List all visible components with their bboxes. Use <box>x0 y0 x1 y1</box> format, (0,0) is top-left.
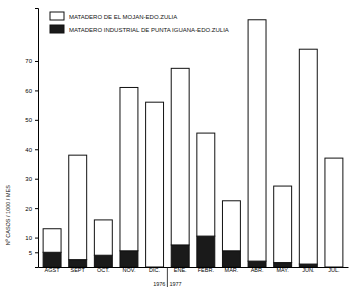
bar <box>222 251 240 267</box>
y-tick-label: 30 <box>25 176 32 182</box>
x-tick: DIC. <box>149 267 160 273</box>
x-tick-label: SEPT <box>71 267 86 273</box>
bar <box>197 236 215 267</box>
bar <box>171 245 189 267</box>
y-tick-mark <box>35 179 38 180</box>
year-divider <box>167 267 168 287</box>
x-axis: AGST SEPT OCT. NOV. DIC. ENE. FEBR. MAR. ABR. MAY… <box>39 267 349 273</box>
x-tick: MAR. <box>225 267 239 273</box>
legend: MATADERO DE EL MOJAN-EDO.ZULIA MATADERO I… <box>50 12 229 33</box>
y-tick: 70 <box>25 58 38 64</box>
bar <box>171 68 189 245</box>
x-tick-label: JUL. <box>328 267 340 273</box>
chart: 5 10 20 30 40 50 60 70 AGST SEPT OCT. NOV. DIC. ENE. F… <box>0 0 356 289</box>
y-tick-label: 70 <box>25 58 32 64</box>
x-tick-label: FEBR. <box>198 267 215 273</box>
y-tick-mark <box>35 238 38 239</box>
bar <box>248 20 266 261</box>
legend-swatch <box>50 12 64 20</box>
year-label: 1976 <box>153 281 165 287</box>
bars <box>43 20 343 267</box>
x-tick: JUN. <box>302 267 315 273</box>
bar <box>43 252 61 267</box>
x-tick-label: MAR. <box>225 267 239 273</box>
bar <box>299 49 317 264</box>
bar <box>94 220 112 255</box>
bar <box>197 133 215 236</box>
bar <box>274 186 292 263</box>
y-axis-title: Nº CASOS / 1000 / MES <box>5 185 11 245</box>
y-tick-label: 20 <box>25 206 32 212</box>
legend-label: MATADERO DE EL MOJAN-EDO.ZULIA <box>69 14 177 20</box>
x-tick: MAY. <box>276 267 289 273</box>
x-tick-label: DIC. <box>149 267 160 273</box>
y-tick: 5 <box>29 250 38 256</box>
y-tick: 50 <box>25 117 38 123</box>
x-tick-label: ABR. <box>251 267 264 273</box>
bar <box>146 102 164 267</box>
bar <box>69 155 87 259</box>
x-tick: OCT. <box>97 267 110 273</box>
x-tick-label: MAY. <box>276 267 289 273</box>
y-tick: 60 <box>25 88 38 94</box>
legend-swatch <box>50 25 64 33</box>
y-tick-mark <box>35 90 38 91</box>
y-tick-label: 10 <box>25 235 32 241</box>
bar <box>222 201 240 251</box>
x-tick-label: OCT. <box>97 267 110 273</box>
y-tick: 20 <box>25 206 38 212</box>
legend-label: MATADERO INDUSTRIAL DE PUNTA IGUANA-EDO.… <box>69 27 229 33</box>
x-tick: ENE. <box>174 267 187 273</box>
x-tick: ABR. <box>251 267 264 273</box>
legend-item: MATADERO INDUSTRIAL DE PUNTA IGUANA-EDO.… <box>50 25 229 33</box>
x-tick-label: NOV. <box>122 267 135 273</box>
y-tick: 40 <box>25 147 38 153</box>
bar <box>325 158 343 267</box>
y-tick-mark <box>35 120 38 121</box>
y-tick-label: 40 <box>25 147 32 153</box>
bar <box>94 255 112 267</box>
x-tick: FEBR. <box>198 267 215 273</box>
y-axis-line <box>35 9 39 268</box>
x-tick-label: JUN. <box>302 267 315 273</box>
y-tick-label: 5 <box>29 250 33 256</box>
x-tick: SEPT <box>71 267 86 273</box>
x-tick-label: AGST <box>45 267 61 273</box>
y-tick-mark <box>35 149 38 150</box>
plot: 5 10 20 30 40 50 60 70 AGST SEPT OCT. NOV. DIC. ENE. F… <box>25 9 348 288</box>
bar <box>120 87 138 250</box>
x-tick-label: ENE. <box>174 267 187 273</box>
y-tick: 10 <box>25 235 38 241</box>
y-tick: 30 <box>25 176 38 182</box>
year-label: 1977 <box>169 281 181 287</box>
legend-item: MATADERO DE EL MOJAN-EDO.ZULIA <box>50 12 177 20</box>
bar <box>43 229 61 253</box>
y-tick-label: 50 <box>25 117 32 123</box>
x-tick: AGST <box>45 267 61 273</box>
x-tick: JUL. <box>328 267 340 273</box>
y-tick-mark <box>35 61 38 62</box>
y-tick-mark <box>35 208 38 209</box>
y-tick-label: 60 <box>25 88 32 94</box>
y-axis: 5 10 20 30 40 50 60 70 <box>25 9 38 268</box>
bar <box>120 251 138 267</box>
x-tick: NOV. <box>122 267 135 273</box>
y-tick-mark <box>35 252 38 253</box>
